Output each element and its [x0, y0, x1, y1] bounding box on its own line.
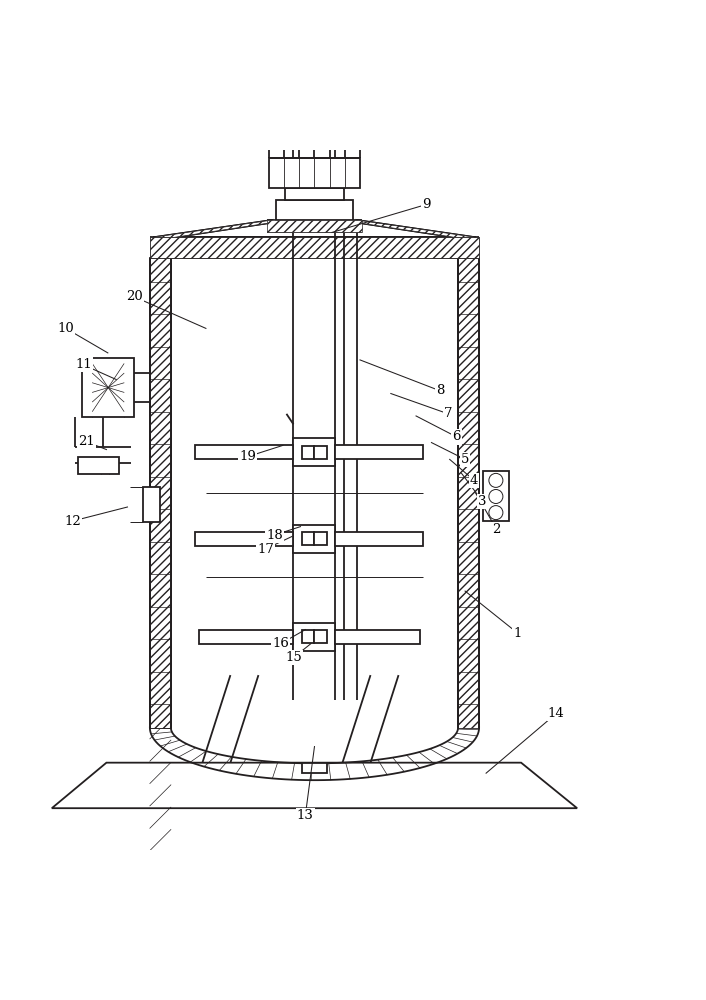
Bar: [302, 630, 314, 643]
Bar: [302, 763, 327, 773]
Bar: [458, 258, 479, 728]
Text: 12: 12: [64, 515, 81, 528]
Text: 10: 10: [57, 322, 74, 335]
Bar: [267, 220, 362, 232]
Bar: [458, 258, 479, 728]
Bar: [302, 446, 314, 459]
Text: 4: 4: [470, 474, 479, 487]
Text: 16: 16: [273, 637, 289, 650]
Bar: [196, 532, 294, 546]
Bar: [294, 525, 335, 553]
Text: 21: 21: [78, 435, 95, 448]
Text: 14: 14: [548, 707, 565, 720]
Bar: [314, 532, 327, 545]
Bar: [483, 471, 509, 521]
Text: 9: 9: [422, 198, 431, 211]
Text: 20: 20: [126, 290, 143, 303]
Text: 7: 7: [444, 407, 453, 420]
Text: 5: 5: [461, 453, 469, 466]
Text: 2: 2: [492, 523, 501, 536]
Bar: [269, 158, 360, 188]
Polygon shape: [153, 220, 290, 237]
Bar: [276, 200, 353, 220]
Text: 3: 3: [479, 495, 487, 508]
Text: 6: 6: [453, 430, 461, 443]
Bar: [335, 630, 419, 644]
Polygon shape: [52, 763, 577, 808]
Bar: [78, 457, 119, 474]
Text: 18: 18: [266, 529, 283, 542]
Text: 8: 8: [436, 384, 444, 397]
Bar: [82, 358, 134, 417]
Polygon shape: [339, 220, 476, 237]
Text: 19: 19: [239, 450, 256, 463]
Text: 11: 11: [75, 358, 92, 371]
Text: 15: 15: [285, 651, 302, 664]
Bar: [196, 445, 294, 459]
Bar: [150, 258, 171, 728]
Text: 1: 1: [513, 627, 522, 640]
Bar: [314, 630, 327, 643]
Bar: [302, 532, 314, 545]
Bar: [199, 630, 294, 644]
Bar: [150, 237, 479, 258]
Bar: [314, 446, 327, 459]
Bar: [335, 445, 423, 459]
Bar: [150, 258, 171, 728]
Text: 13: 13: [297, 809, 313, 822]
Text: 17: 17: [257, 543, 274, 556]
Bar: [335, 532, 423, 546]
Bar: [294, 623, 335, 651]
Bar: [294, 438, 335, 466]
Bar: [143, 487, 160, 522]
Bar: [285, 188, 344, 200]
